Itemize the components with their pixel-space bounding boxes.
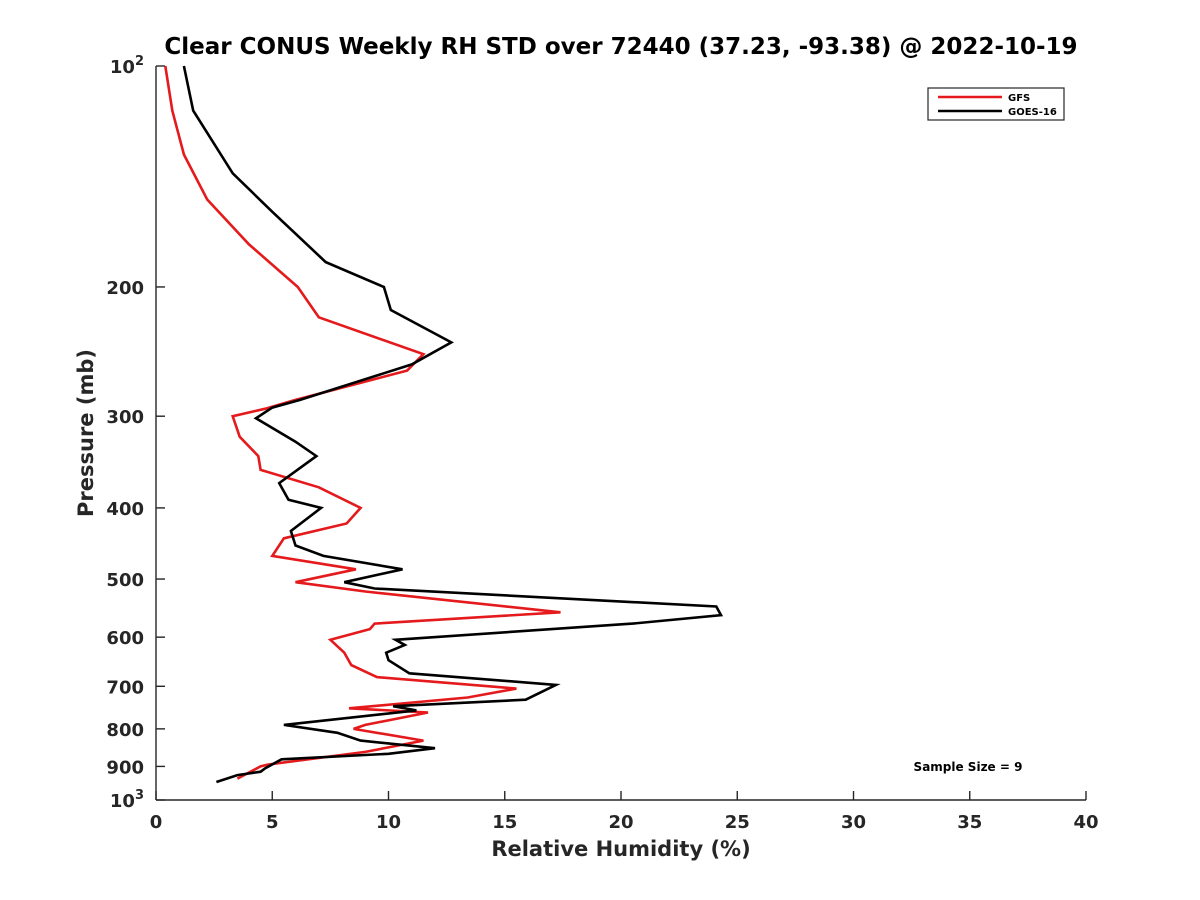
y-tick-label: 900 xyxy=(106,757,144,778)
x-tick-label: 30 xyxy=(841,812,866,833)
plot-axes xyxy=(156,66,1086,800)
y-tick-label: 400 xyxy=(106,499,144,520)
y-tick-label: 600 xyxy=(106,628,144,649)
sample-size-annotation: Sample Size = 9 xyxy=(914,760,1023,774)
x-tick-label: 25 xyxy=(725,812,750,833)
y-tick-label-exponent: 2 xyxy=(135,54,144,69)
y-tick-label: 800 xyxy=(106,720,144,741)
x-axis-label: Relative Humidity (%) xyxy=(491,837,750,861)
y-tick-label: 103 xyxy=(110,788,144,812)
y-tick-label-exponent: 3 xyxy=(135,788,144,803)
x-tick-label: 40 xyxy=(1073,812,1098,833)
legend: GFS GOES-16 xyxy=(928,88,1064,120)
x-tick-label: 0 xyxy=(150,812,163,833)
series-line-goes-16 xyxy=(184,66,721,782)
y-tick-label: 200 xyxy=(106,278,144,299)
series-line-gfs xyxy=(165,66,560,779)
legend-label: GOES-16 xyxy=(1008,107,1057,118)
x-tick-label: 10 xyxy=(376,812,401,833)
y-tick-label-base: 10 xyxy=(110,791,135,812)
x-tick-label: 5 xyxy=(266,812,279,833)
y-tick-label: 500 xyxy=(106,570,144,591)
legend-label: GFS xyxy=(1008,93,1030,104)
series-lines xyxy=(165,66,721,782)
y-axis-label: Pressure (mb) xyxy=(74,349,98,517)
chart-title: Clear CONUS Weekly RH STD over 72440 (37… xyxy=(164,34,1077,60)
y-tick-label: 300 xyxy=(106,407,144,428)
x-axis-ticks: 0 5 10 15 20 25 30 35 40 xyxy=(150,791,1099,833)
rh-std-profile-chart: Clear CONUS Weekly RH STD over 72440 (37… xyxy=(0,0,1200,900)
y-tick-label: 700 xyxy=(106,677,144,698)
x-tick-label: 35 xyxy=(957,812,982,833)
x-tick-label: 20 xyxy=(608,812,633,833)
y-tick-label-base: 10 xyxy=(110,57,135,78)
y-tick-label: 102 xyxy=(110,54,144,78)
x-tick-label: 15 xyxy=(492,812,517,833)
